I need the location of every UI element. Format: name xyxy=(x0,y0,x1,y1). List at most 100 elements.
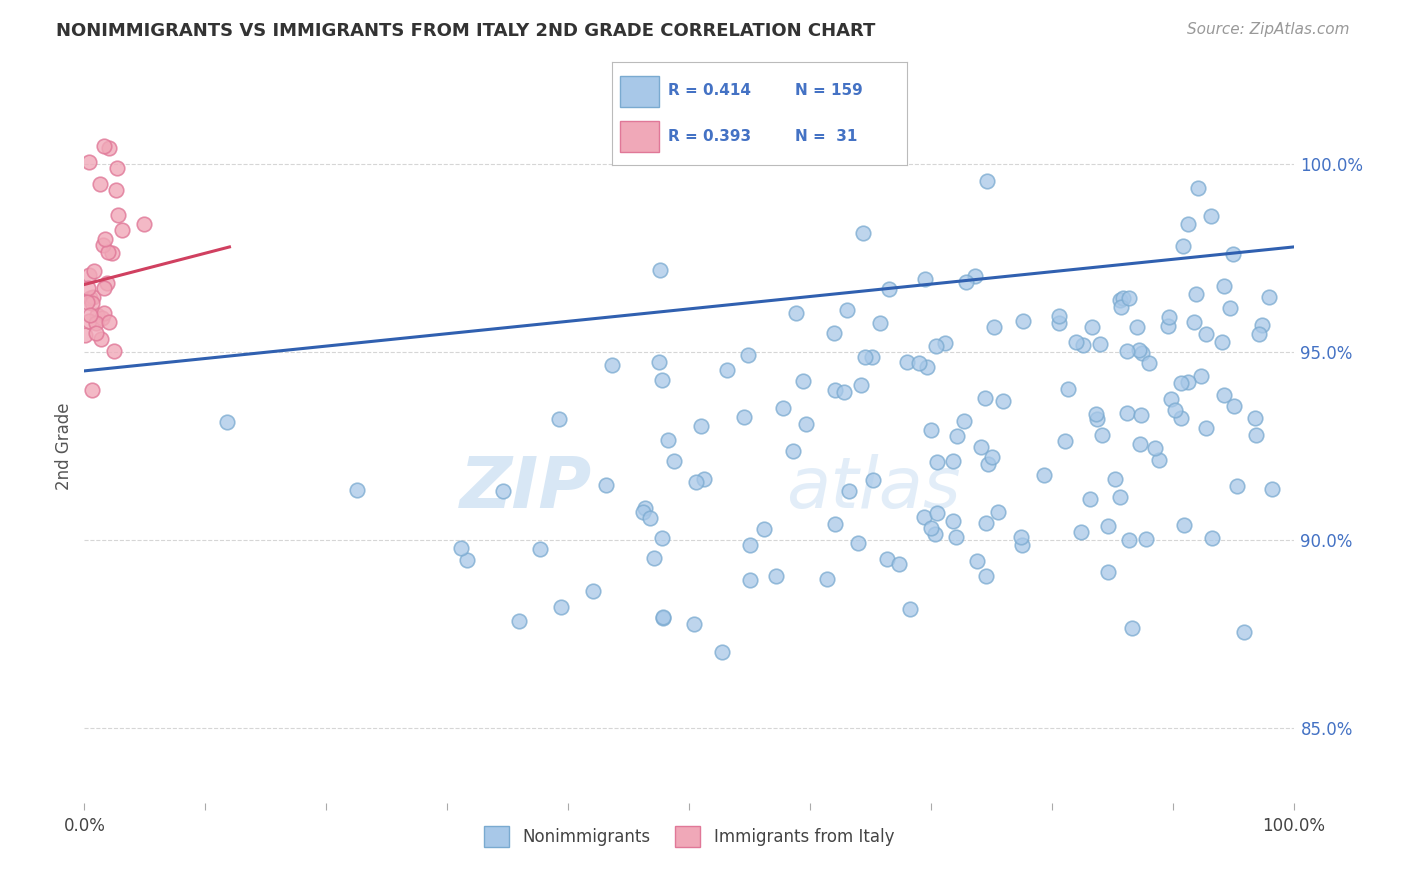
Point xyxy=(600,359,623,373)
Point xyxy=(1011,538,1033,552)
Point xyxy=(920,521,942,535)
Point xyxy=(89,177,111,191)
Point xyxy=(492,483,515,498)
Point xyxy=(963,269,986,284)
Point xyxy=(634,500,657,515)
Point xyxy=(1070,524,1092,539)
Point xyxy=(91,237,114,252)
Point xyxy=(548,412,571,426)
Point xyxy=(346,483,368,497)
Point xyxy=(1201,531,1223,545)
Point xyxy=(1170,411,1192,425)
Point xyxy=(898,602,921,616)
Point xyxy=(77,155,100,169)
Point xyxy=(782,443,804,458)
Text: N =  31: N = 31 xyxy=(794,128,858,144)
Point xyxy=(80,383,103,397)
Point xyxy=(595,478,617,492)
Point xyxy=(1085,412,1108,426)
Point xyxy=(93,306,115,320)
Point xyxy=(927,455,949,469)
Point xyxy=(942,514,965,528)
Point xyxy=(652,609,675,624)
Point xyxy=(1173,518,1195,533)
Point xyxy=(1258,289,1281,303)
Point xyxy=(1211,334,1233,349)
Point xyxy=(1157,310,1180,324)
Point xyxy=(1249,327,1271,342)
Point xyxy=(934,336,956,351)
Point xyxy=(82,290,104,304)
Point xyxy=(832,384,855,399)
Point xyxy=(1233,625,1256,640)
Point xyxy=(664,454,686,468)
Point xyxy=(896,355,918,369)
Point xyxy=(76,295,98,310)
Point xyxy=(83,264,105,278)
Point xyxy=(983,320,1005,334)
Point xyxy=(838,484,860,499)
Point xyxy=(1189,368,1212,383)
Point xyxy=(651,372,673,386)
Point xyxy=(924,526,946,541)
Point xyxy=(1112,292,1135,306)
Point xyxy=(456,553,478,567)
Point xyxy=(90,332,112,346)
Point xyxy=(97,315,120,329)
Bar xyxy=(620,121,659,152)
Point xyxy=(869,316,891,330)
Point xyxy=(991,394,1014,409)
Point xyxy=(648,355,671,369)
Point xyxy=(710,645,733,659)
Point xyxy=(1118,291,1140,305)
Point xyxy=(1143,441,1166,455)
Point xyxy=(86,326,108,341)
Text: atlas: atlas xyxy=(786,454,960,524)
Point xyxy=(77,268,100,282)
Text: NONIMMIGRANTS VS IMMIGRANTS FROM ITALY 2ND GRADE CORRELATION CHART: NONIMMIGRANTS VS IMMIGRANTS FROM ITALY 2… xyxy=(56,22,876,40)
Point xyxy=(1213,388,1236,402)
Point xyxy=(582,584,605,599)
Point xyxy=(1244,410,1267,425)
Point xyxy=(1251,318,1274,332)
Point xyxy=(91,311,114,326)
Point xyxy=(966,554,988,568)
Point xyxy=(105,161,128,175)
Point xyxy=(1137,356,1160,370)
Point xyxy=(823,326,845,340)
Point xyxy=(1160,392,1182,407)
Point xyxy=(955,275,977,289)
Point xyxy=(1104,472,1126,486)
Point xyxy=(651,611,673,625)
Point xyxy=(1128,343,1150,358)
Point xyxy=(1047,309,1070,323)
Text: Source: ZipAtlas.com: Source: ZipAtlas.com xyxy=(1187,22,1350,37)
Point xyxy=(101,246,124,260)
Point xyxy=(1047,316,1070,330)
Point xyxy=(1177,375,1199,389)
Point xyxy=(1071,338,1094,352)
Point xyxy=(1012,314,1035,328)
Point xyxy=(1195,326,1218,341)
Point xyxy=(1226,479,1249,493)
Point xyxy=(1109,293,1132,307)
Point xyxy=(693,471,716,485)
Point xyxy=(638,510,661,524)
Point xyxy=(1195,421,1218,435)
Point xyxy=(690,419,713,434)
Point xyxy=(1261,482,1284,496)
Point xyxy=(1081,319,1104,334)
Point xyxy=(97,244,120,259)
Point xyxy=(1222,247,1244,261)
Point xyxy=(1097,566,1119,580)
Point xyxy=(1129,409,1152,423)
Point xyxy=(111,223,134,237)
Point xyxy=(97,141,120,155)
Point xyxy=(105,183,128,197)
Point xyxy=(917,359,939,374)
Point xyxy=(1135,532,1157,546)
Text: ZIP: ZIP xyxy=(460,454,592,524)
Text: N = 159: N = 159 xyxy=(794,83,862,97)
Point xyxy=(912,509,935,524)
Point xyxy=(794,417,817,431)
